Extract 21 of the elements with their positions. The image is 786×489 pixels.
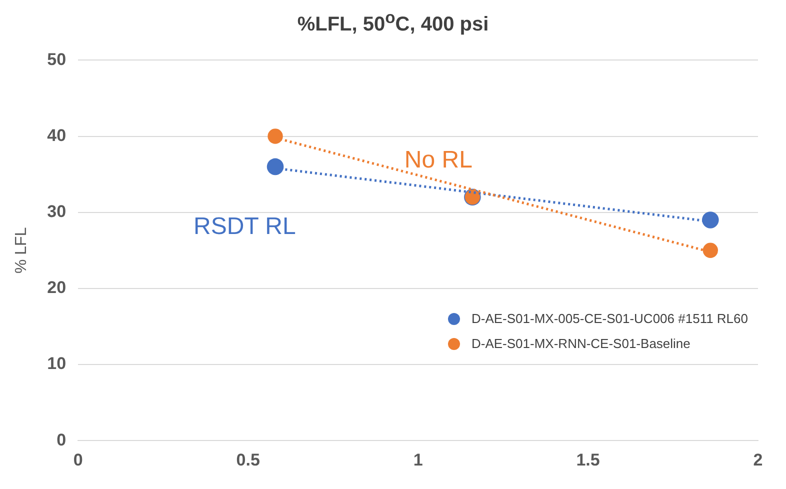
legend-label: D-AE-S01-MX-RNN-CE-S01-Baseline [472, 336, 690, 351]
x-tick-label: 0.5 [236, 450, 260, 470]
annotation: RSDT RL [194, 213, 296, 240]
annotation: No RL [404, 146, 472, 174]
y-tick-label: 10 [47, 354, 66, 374]
legend-label: D-AE-S01-MX-005-CE-S01-UC006 #1511 RL60 [472, 311, 748, 326]
y-tick-label: 30 [47, 202, 66, 222]
point [268, 128, 283, 144]
y-tick-label: 0 [56, 430, 66, 450]
point [702, 242, 718, 258]
y-tick-label: 50 [47, 50, 66, 69]
x-tick-label: 0 [73, 450, 83, 470]
x-tick-label: 1 [413, 450, 423, 470]
y-axis-title: % LFL [13, 227, 30, 274]
point [702, 212, 719, 228]
x-tick-label: 2 [753, 450, 763, 470]
x-tick-label: 1.5 [576, 450, 600, 470]
chart-title: %LFL, 50$^{o}$C, 400 psi [296, 8, 490, 38]
y-tick-label: 40 [47, 126, 66, 145]
point [266, 158, 284, 176]
y-tick-label: 20 [47, 278, 66, 298]
